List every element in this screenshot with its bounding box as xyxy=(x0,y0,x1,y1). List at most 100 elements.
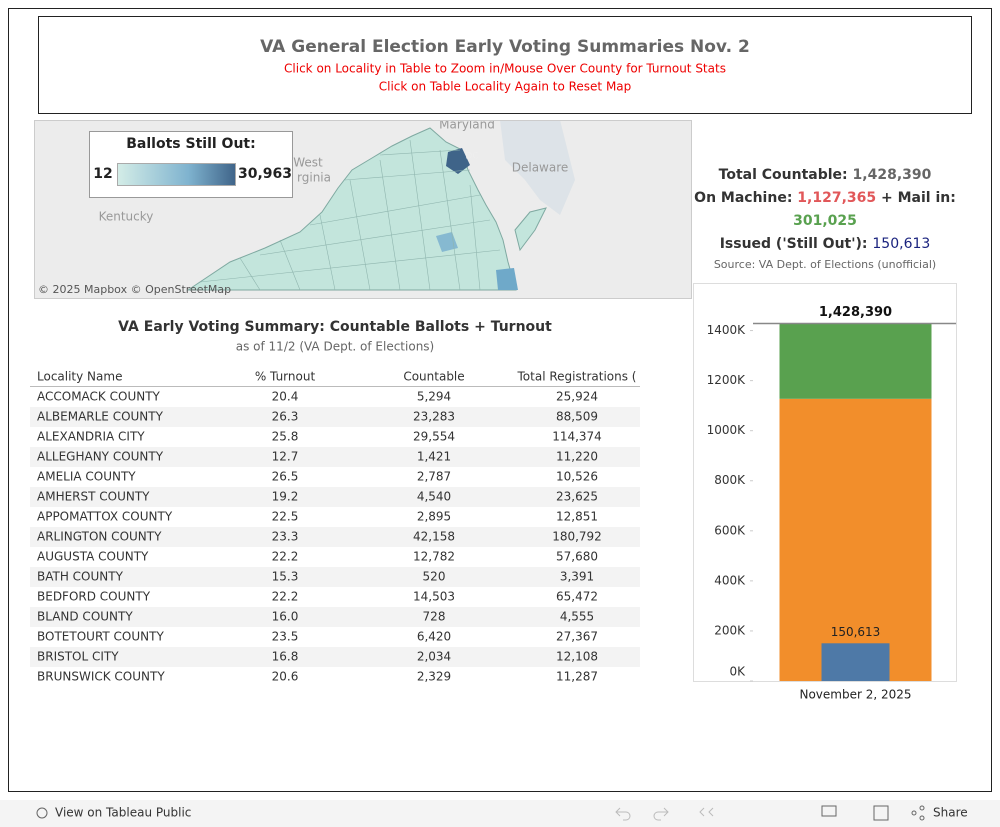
x-tick-label: November 2, 2025 xyxy=(799,688,911,702)
label: + Mail in: xyxy=(881,190,956,206)
summary-line: Total Countable: 1,428,390 xyxy=(719,167,932,183)
locality-cell[interactable]: BEDFORD COUNTY xyxy=(37,590,151,604)
share-icon[interactable] xyxy=(911,810,917,816)
locality-cell[interactable]: ARLINGTON COUNTY xyxy=(37,530,162,544)
row-stripe xyxy=(30,527,640,547)
county-high xyxy=(446,148,470,174)
table-cell: 16.0 xyxy=(272,610,299,624)
share-button[interactable]: Share xyxy=(933,806,968,820)
summary: Total Countable: 1,428,390 On Machine: 1… xyxy=(694,167,956,271)
legend-max: 30,963 xyxy=(238,166,292,182)
locality-cell[interactable]: AMELIA COUNTY xyxy=(37,470,136,484)
table-cell: 520 xyxy=(423,570,446,584)
locality-cell[interactable]: AMHERST COUNTY xyxy=(37,490,150,504)
locality-cell[interactable]: ACCOMACK COUNTY xyxy=(37,390,161,404)
locality-cell[interactable]: BRISTOL CITY xyxy=(37,650,119,664)
row-stripe xyxy=(30,487,640,507)
map-label: West xyxy=(293,156,323,170)
table-cell: 11,220 xyxy=(556,450,598,464)
value: 1,428,390 xyxy=(853,167,932,183)
toolbar-icons xyxy=(36,805,925,821)
table-cell: 12,782 xyxy=(413,550,455,564)
value: 301,025 xyxy=(793,213,857,229)
legend-min: 12 xyxy=(93,166,112,182)
map-label: rginia xyxy=(297,171,331,185)
map-attribution: © 2025 Mapbox © OpenStreetMap xyxy=(38,283,231,296)
row-stripe xyxy=(30,647,640,667)
locality-cell[interactable]: ALLEGHANY COUNTY xyxy=(37,450,164,464)
instruction: Click on Locality in Table to Zoom in/Mo… xyxy=(284,62,726,76)
table-cell: 65,472 xyxy=(556,590,598,604)
column-header[interactable]: Locality Name xyxy=(37,370,122,384)
row-stripe xyxy=(30,407,640,427)
bar-segment[interactable] xyxy=(779,398,932,681)
table-cell: 6,420 xyxy=(417,630,451,644)
table-cell: 23,283 xyxy=(413,410,455,424)
share-icon[interactable] xyxy=(919,815,925,821)
bar-segment[interactable] xyxy=(779,323,932,399)
y-tick-label: 0K xyxy=(729,665,746,679)
bar-chart: 0K 200K 400K 600K 800K 1000K 1200K 1400K 150,613… xyxy=(707,305,956,702)
locality-cell[interactable]: APPOMATTOX COUNTY xyxy=(37,510,173,524)
locality-cell[interactable]: ALEXANDRIA CITY xyxy=(37,430,145,444)
table-cell: 29,554 xyxy=(413,430,455,444)
table-cell: 57,680 xyxy=(556,550,598,564)
y-tick-label: 200K xyxy=(714,623,746,637)
locality-cell[interactable]: BATH COUNTY xyxy=(37,570,124,584)
column-header[interactable]: % Turnout xyxy=(255,370,316,384)
table-cell: 88,509 xyxy=(556,410,598,424)
map-label: Kentucky xyxy=(99,210,154,224)
row-stripe xyxy=(30,567,640,587)
table-cell: 728 xyxy=(423,610,446,624)
column-header[interactable]: Countable xyxy=(403,370,464,384)
source: Source: VA Dept. of Elections (unofficia… xyxy=(714,258,936,271)
summary-line: On Machine: 1,127,365 + Mail in: xyxy=(694,190,956,206)
table-cell: 180,792 xyxy=(552,530,602,544)
y-tick-label: 400K xyxy=(714,573,746,587)
locality-cell[interactable]: ALBEMARLE COUNTY xyxy=(37,410,164,424)
value: 1,127,365 xyxy=(797,190,876,206)
table-cell: 19.2 xyxy=(272,490,299,504)
table-cell: 25.8 xyxy=(272,430,299,444)
column-header[interactable]: Total Registrations ( xyxy=(517,370,637,384)
legend-title: Ballots Still Out: xyxy=(126,136,255,152)
locality-cell[interactable]: BRUNSWICK COUNTY xyxy=(37,670,165,684)
table-cell: 22.5 xyxy=(272,510,299,524)
share-icon[interactable] xyxy=(919,805,925,811)
table-cell: 20.6 xyxy=(272,670,299,684)
water xyxy=(500,120,575,215)
table-cell: 42,158 xyxy=(413,530,455,544)
eastern-shore xyxy=(514,207,547,252)
view-link[interactable]: View on Tableau Public xyxy=(55,806,191,820)
label: Total Countable: xyxy=(719,167,848,183)
label: Issued ('Still Out'): xyxy=(720,236,868,252)
overlay-label: 150,613 xyxy=(831,625,881,639)
table-cell: 22.2 xyxy=(272,550,299,564)
locality-cell[interactable]: BOTETOURT COUNTY xyxy=(37,630,164,644)
header-title: VA General Election Early Voting Summari… xyxy=(260,37,750,57)
table-cell: 25,924 xyxy=(556,390,598,404)
locality-cell[interactable]: BLAND COUNTY xyxy=(37,610,133,624)
fullscreen-icon[interactable] xyxy=(873,805,889,821)
map-label: Delaware xyxy=(512,161,569,175)
table-cell: 3,391 xyxy=(560,570,594,584)
bar-overlay[interactable] xyxy=(821,643,890,681)
map[interactable]: Maryland Delaware West rginia Kentucky D… xyxy=(34,118,691,299)
table-cell: 23,625 xyxy=(556,490,598,504)
download-icon[interactable] xyxy=(821,805,837,817)
table-cell: 4,555 xyxy=(560,610,594,624)
table-cell: 2,895 xyxy=(417,510,451,524)
y-tick-label: 800K xyxy=(714,473,746,487)
header-box xyxy=(38,16,972,114)
table-cell: 2,034 xyxy=(417,650,451,664)
table-cell: 22.2 xyxy=(272,590,299,604)
toolbar xyxy=(0,800,1000,827)
table-cell: 12,108 xyxy=(556,650,598,664)
history-icons[interactable] xyxy=(615,807,714,821)
table-subtitle: as of 11/2 (VA Dept. of Elections) xyxy=(236,340,434,354)
table-cell: 1,421 xyxy=(417,450,451,464)
table-cell: 26.5 xyxy=(272,470,299,484)
table-cell: 12,851 xyxy=(556,510,598,524)
locality-cell[interactable]: AUGUSTA COUNTY xyxy=(37,550,149,564)
